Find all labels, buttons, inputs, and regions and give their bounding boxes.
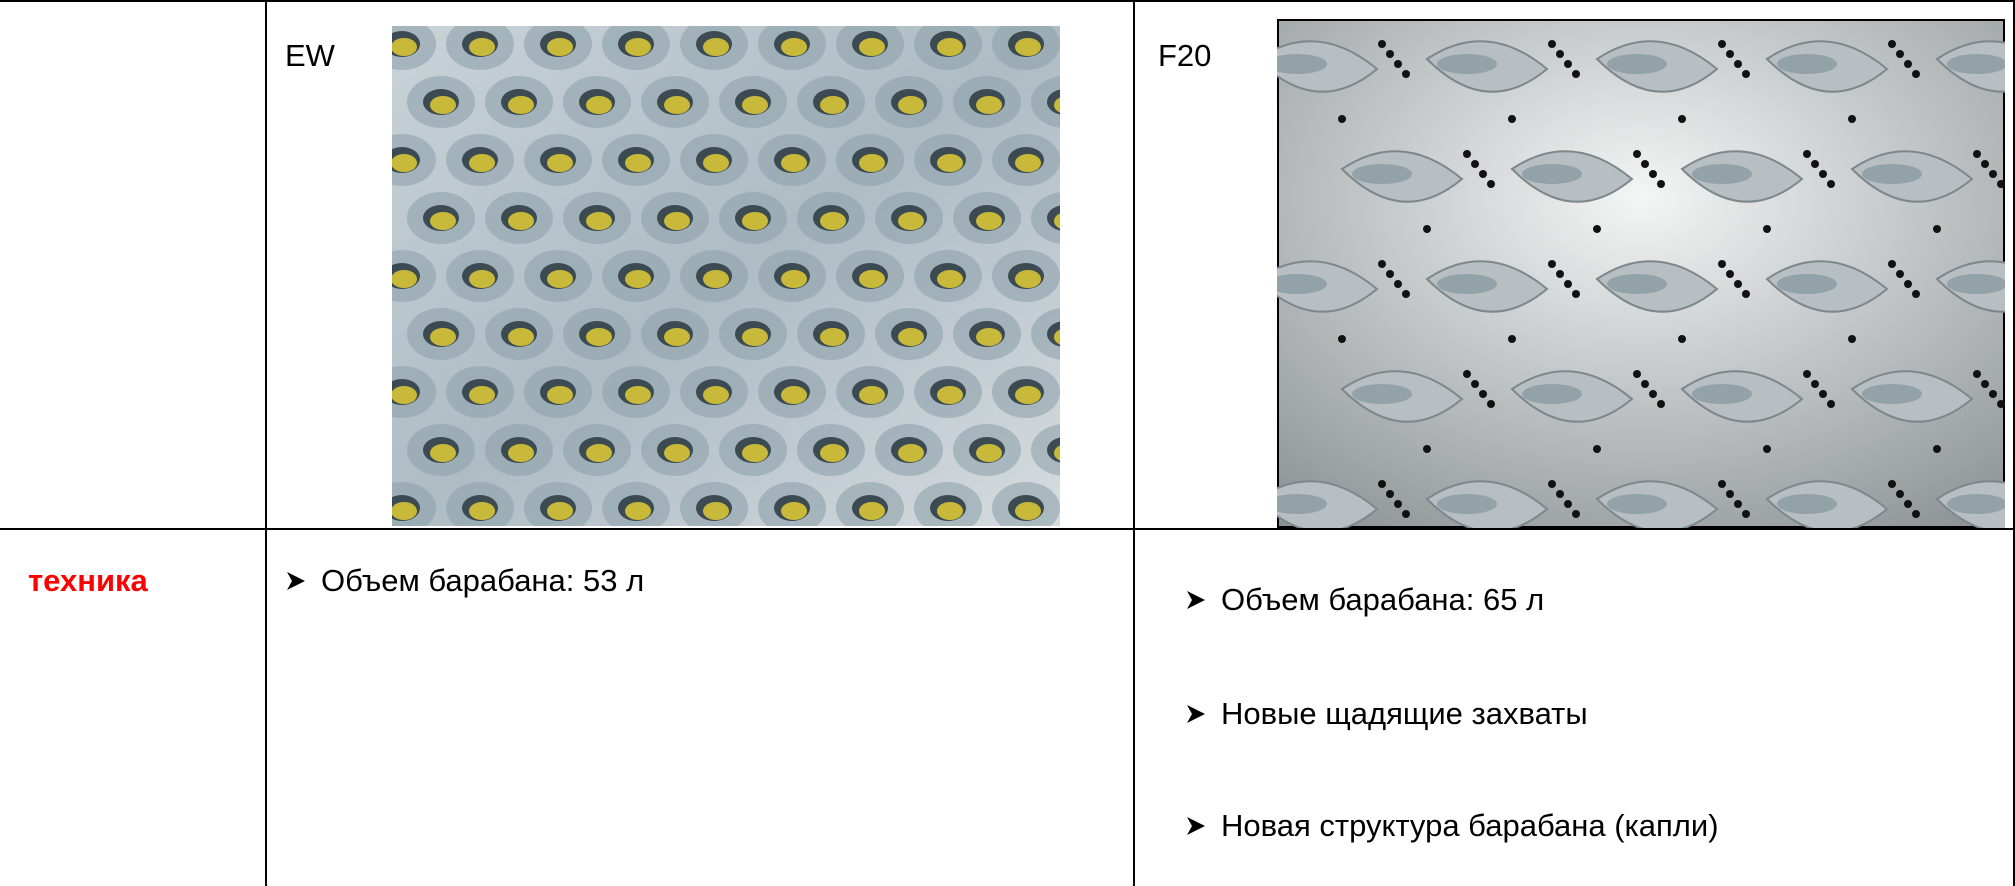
bullet-arrow xyxy=(1187,817,1205,835)
bullet-arrow xyxy=(1187,705,1205,723)
bullet-item: Объем барабана: 65 л xyxy=(1185,582,1544,618)
bullet-item: Новая структура барабана (капли) xyxy=(1185,808,1719,844)
bullet-arrow xyxy=(287,572,305,590)
bullet-arrow xyxy=(1187,591,1205,609)
item-text: Объем барабана: 65 л xyxy=(1221,582,1545,617)
border xyxy=(0,0,2015,2)
column-label: F20 xyxy=(1158,38,1212,73)
border xyxy=(1133,0,1135,886)
bullet-item: Объем барабана: 53 л xyxy=(285,563,644,599)
bullet-item: Новые щадящие захваты xyxy=(1185,696,1588,732)
border xyxy=(265,0,267,886)
border xyxy=(0,528,2015,530)
border xyxy=(2013,0,2015,886)
f20-drum-photo xyxy=(1277,19,2005,528)
row-label: техника xyxy=(28,563,148,598)
ew-drum-photo xyxy=(392,26,1060,526)
item-text: Новые щадящие захваты xyxy=(1221,696,1588,731)
column-label: EW xyxy=(285,38,335,73)
item-text: Новая структура барабана (капли) xyxy=(1221,808,1719,843)
item-text: Объем барабана: 53 л xyxy=(321,563,645,598)
